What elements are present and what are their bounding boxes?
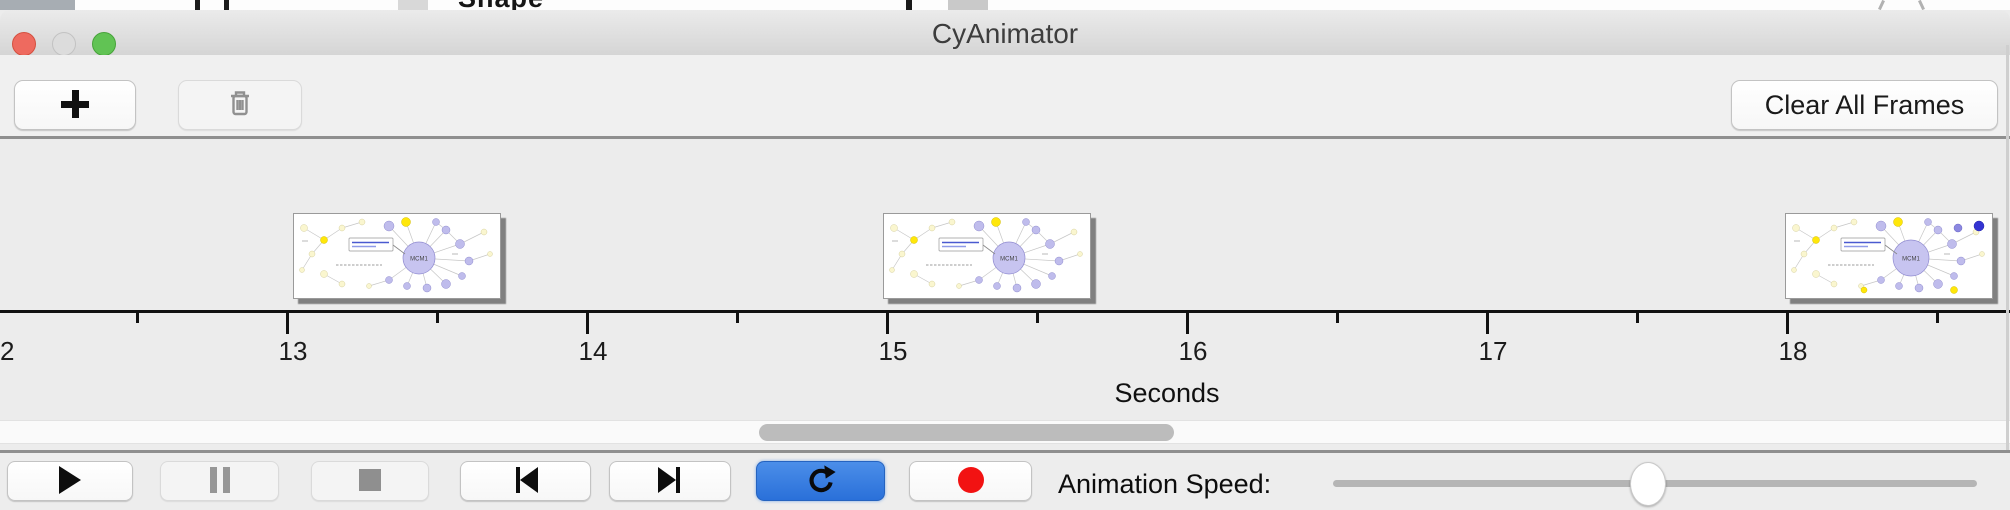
- ruler-tick-major: [1486, 313, 1489, 334]
- ruler-tick-major: [586, 313, 589, 334]
- clear-all-frames-button[interactable]: Clear All Frames: [1731, 80, 1998, 130]
- loop-icon: [804, 463, 838, 500]
- skip-to-end-button[interactable]: [609, 461, 731, 501]
- window-title: CyAnimator: [931, 18, 1079, 49]
- timeline-panel[interactable]: MCM1: [0, 139, 2010, 447]
- background-partial-text: Shape: [458, 0, 544, 10]
- delete-frame-button[interactable]: [178, 80, 302, 130]
- scrollbar-thumb[interactable]: [759, 424, 1174, 441]
- add-frame-button[interactable]: [14, 80, 136, 130]
- background-fragment: [0, 0, 75, 10]
- animation-speed-label: Animation Speed:: [1058, 469, 1272, 499]
- ruler-tick-label: 17: [1478, 336, 1508, 366]
- ruler-tick-minor: [1636, 313, 1639, 323]
- play-button[interactable]: [7, 461, 133, 501]
- ruler-tick-label: 16: [1178, 336, 1208, 366]
- ruler-tick-minor: [1936, 313, 1939, 323]
- timeline-axis-label: Seconds: [1114, 378, 1220, 408]
- keyframe-thumbnail[interactable]: MCM1: [883, 213, 1091, 299]
- svg-text:MCM1: MCM1: [1000, 257, 1018, 263]
- background-fragment: [906, 0, 912, 10]
- background-fragment: [1878, 0, 1885, 10]
- cyanimator-window: CyAnimator Clear All Frames: [0, 10, 2010, 510]
- ruler-tick-label-partial: 2: [0, 336, 15, 366]
- timeline-scrollbar[interactable]: [0, 420, 2010, 444]
- stop-button[interactable]: [311, 461, 429, 501]
- background-fragment: [1918, 0, 1925, 10]
- frame-toolbar: Clear All Frames: [0, 55, 2010, 139]
- background-fragment: [224, 0, 229, 10]
- ruler-tick-minor: [136, 313, 139, 323]
- titlebar: CyAnimator: [0, 10, 2010, 56]
- ruler-tick-major: [1786, 313, 1789, 334]
- background-fragment: [398, 0, 428, 10]
- ruler-tick-major: [1186, 313, 1189, 334]
- ruler-tick-minor: [736, 313, 739, 323]
- skip-to-end-icon: [656, 466, 684, 497]
- playback-controls: Animation Speed:: [0, 450, 2010, 510]
- svg-text:MCM1: MCM1: [410, 257, 428, 263]
- ruler-tick-minor: [436, 313, 439, 323]
- ruler-tick-label: 15: [878, 336, 908, 366]
- keyframe-thumbnail[interactable]: MCM1: [293, 213, 501, 299]
- close-button[interactable]: [12, 32, 36, 56]
- timeline-ruler: [0, 310, 2010, 313]
- window-right-edge: [2006, 45, 2009, 510]
- ruler-tick-major: [286, 313, 289, 334]
- background-app-sliver: Shape: [0, 0, 2010, 10]
- loop-button[interactable]: [756, 461, 885, 501]
- plus-icon: [58, 87, 92, 124]
- stop-icon: [357, 467, 383, 496]
- ruler-tick-label: 13: [278, 336, 308, 366]
- minimize-button[interactable]: [52, 32, 76, 56]
- background-fragment: [948, 0, 988, 10]
- record-icon: [957, 466, 985, 497]
- pause-button[interactable]: [160, 461, 279, 501]
- pause-icon: [208, 466, 232, 497]
- background-fragment: [195, 0, 200, 10]
- skip-to-start-button[interactable]: [460, 461, 591, 501]
- skip-to-start-icon: [512, 466, 540, 497]
- trash-icon: [224, 88, 256, 123]
- svg-text:MCM1: MCM1: [1902, 257, 1920, 263]
- record-button[interactable]: [909, 461, 1032, 501]
- ruler-tick-major: [886, 313, 889, 334]
- ruler-tick-minor: [1336, 313, 1339, 323]
- ruler-tick-label: 18: [1778, 336, 1808, 366]
- keyframe-thumbnail[interactable]: MCM1: [1785, 213, 1993, 299]
- play-icon: [57, 465, 83, 498]
- ruler-tick-minor: [1036, 313, 1039, 323]
- ruler-tick-label: 14: [578, 336, 608, 366]
- speed-slider-knob[interactable]: [1630, 462, 1666, 506]
